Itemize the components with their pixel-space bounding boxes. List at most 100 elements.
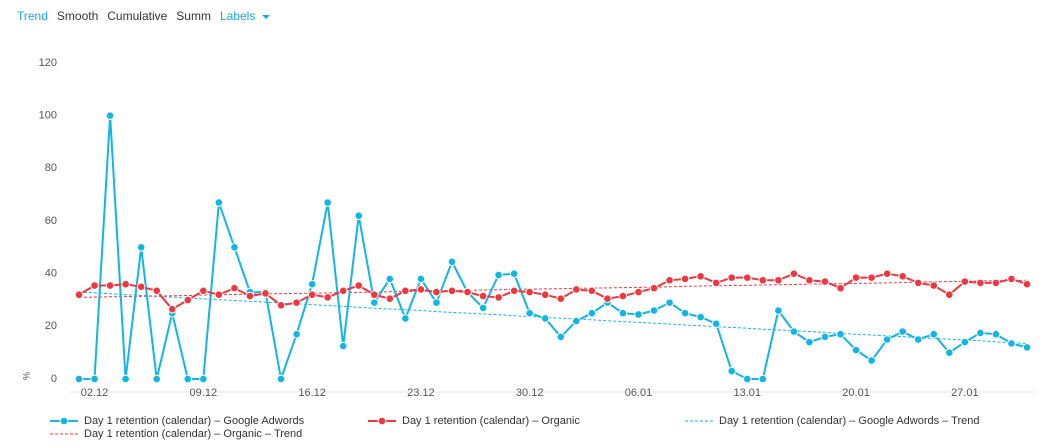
- point: [634, 287, 643, 297]
- point: [105, 281, 115, 290]
- point: [167, 304, 177, 314]
- point: [1022, 343, 1032, 352]
- point: [463, 287, 472, 297]
- point: [136, 282, 146, 292]
- legend-marker: [59, 416, 69, 426]
- legend-label: Day 1 retention (calendar) – Organic: [402, 415, 580, 427]
- smooth-toggle[interactable]: Smooth: [56, 9, 99, 23]
- caret-icon[interactable]: [261, 13, 271, 21]
- point: [432, 298, 441, 307]
- point: [944, 348, 954, 357]
- point: [742, 273, 752, 282]
- point: [851, 273, 861, 282]
- point: [727, 273, 737, 282]
- point: [867, 356, 876, 365]
- point: [618, 308, 628, 318]
- toolbar: Trend Smooth Cumulative Summ Labels: [17, 9, 271, 23]
- point: [634, 310, 643, 319]
- point: [742, 374, 752, 384]
- y-tick-label: 40: [45, 268, 57, 280]
- point: [758, 374, 768, 384]
- point: [696, 272, 705, 281]
- point: [1007, 339, 1016, 348]
- legend-label: Day 1 retention (calendar) – Organic – T…: [84, 428, 302, 440]
- y-tick-label: 120: [39, 57, 57, 69]
- point: [338, 341, 348, 351]
- point: [991, 329, 1001, 339]
- point: [525, 287, 534, 297]
- x-tick-label: 02.12: [81, 387, 109, 399]
- point: [401, 314, 410, 323]
- point: [199, 286, 208, 296]
- point: [727, 366, 737, 376]
- point: [758, 275, 768, 285]
- x-tick-label: 30.12: [516, 387, 544, 399]
- point: [882, 335, 892, 344]
- point: [976, 278, 985, 288]
- point: [307, 279, 317, 289]
- point: [509, 286, 519, 296]
- point: [556, 332, 566, 342]
- point: [152, 374, 162, 384]
- point: [572, 316, 581, 326]
- point: [960, 277, 970, 286]
- point: [929, 329, 939, 339]
- labels-text[interactable]: Labels: [219, 9, 256, 23]
- point: [369, 298, 379, 307]
- point: [121, 374, 130, 384]
- point: [789, 269, 799, 278]
- point: [1007, 274, 1016, 284]
- point: [183, 295, 193, 305]
- point: [292, 298, 301, 307]
- point: [649, 306, 659, 315]
- y-tick-label: 80: [45, 162, 57, 174]
- point: [913, 335, 923, 344]
- summ-toggle[interactable]: Summ: [176, 9, 211, 23]
- point: [401, 286, 410, 296]
- point: [944, 290, 954, 300]
- point: [509, 269, 519, 278]
- point: [1022, 279, 1032, 289]
- point: [90, 374, 99, 384]
- point: [416, 285, 426, 294]
- point: [774, 306, 783, 315]
- point: [416, 274, 426, 284]
- point: [354, 281, 364, 290]
- x-tick-label: 27.01: [951, 387, 979, 399]
- cumulative-toggle[interactable]: Cumulative: [107, 9, 168, 23]
- point: [276, 300, 286, 310]
- trend-line: [78, 291, 1028, 344]
- y-tick-label: 0: [51, 373, 57, 385]
- point: [774, 275, 783, 285]
- point: [882, 269, 892, 278]
- point: [276, 374, 286, 384]
- point: [540, 314, 550, 323]
- point: [292, 329, 301, 339]
- point: [494, 270, 503, 280]
- x-tick-label: 20.01: [842, 387, 870, 399]
- y-axis-label: %: [21, 372, 31, 380]
- point: [494, 293, 503, 302]
- x-tick-label: 13.01: [733, 387, 761, 399]
- point: [587, 308, 597, 318]
- point: [432, 287, 441, 297]
- x-tick-label: 23.12: [407, 387, 435, 399]
- point: [214, 290, 224, 300]
- point: [121, 279, 130, 289]
- point: [976, 328, 985, 338]
- point: [603, 294, 612, 303]
- point: [385, 274, 395, 284]
- point: [245, 291, 255, 301]
- point: [152, 286, 162, 296]
- point: [805, 337, 814, 347]
- point: [556, 294, 566, 303]
- point: [696, 312, 705, 322]
- point: [525, 308, 534, 318]
- point: [960, 337, 970, 347]
- point: [913, 278, 923, 288]
- labels-dropdown[interactable]: Labels: [219, 9, 271, 23]
- trend-toggle[interactable]: Trend: [17, 9, 48, 23]
- point: [836, 283, 845, 293]
- point: [230, 243, 239, 252]
